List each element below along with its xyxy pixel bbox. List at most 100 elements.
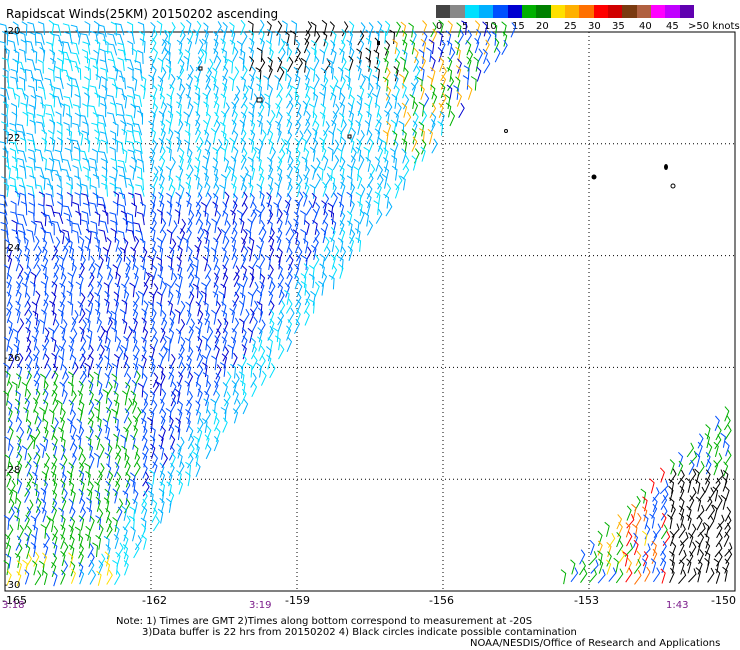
wind-barb <box>107 309 113 325</box>
wind-barb <box>14 190 21 206</box>
wind-barb <box>303 118 311 134</box>
wind-barb <box>115 247 123 263</box>
wind-barb <box>94 292 101 307</box>
wind-barb <box>109 102 117 116</box>
wind-barb <box>167 265 174 281</box>
wind-barb <box>176 101 182 117</box>
wind-barb <box>233 399 241 415</box>
wind-barb <box>52 417 59 433</box>
wind-barb <box>240 354 247 370</box>
wind-barb <box>255 264 262 280</box>
wind-barb <box>276 166 283 182</box>
wind-barb <box>193 29 199 45</box>
wind-barb <box>44 353 50 369</box>
wind-barb <box>245 228 252 244</box>
wind-barb <box>94 489 101 505</box>
wind-barb <box>230 209 236 225</box>
wind-barb <box>697 433 704 449</box>
wind-barb <box>17 426 25 442</box>
wind-barb <box>501 21 507 37</box>
wind-barb <box>312 227 320 243</box>
wind-barb <box>446 67 453 82</box>
wind-barb <box>60 168 71 181</box>
wind-barb <box>311 192 317 209</box>
wind-barb <box>266 120 272 136</box>
wind-barb <box>157 364 164 380</box>
wind-barb <box>202 372 209 387</box>
wind-barb <box>57 137 63 152</box>
wind-barb <box>161 38 167 55</box>
wind-barb <box>324 246 331 262</box>
wind-barb <box>72 442 78 458</box>
wind-barb <box>118 75 126 90</box>
wind-barb <box>17 263 24 279</box>
island <box>670 183 676 189</box>
wind-barb <box>134 67 143 81</box>
wind-barb <box>109 130 117 145</box>
wind-barb <box>242 398 249 415</box>
wind-barb <box>106 94 117 108</box>
wind-barb <box>52 23 62 36</box>
wind-barb <box>9 184 19 198</box>
wind-barb <box>159 93 165 109</box>
wind-barb <box>204 408 211 424</box>
wind-barb <box>455 76 461 92</box>
wind-barb <box>321 129 328 146</box>
wind-barb <box>220 146 227 162</box>
wind-barb <box>174 209 181 224</box>
wind-barb <box>366 173 374 189</box>
wind-barb <box>18 48 27 63</box>
wind-barb <box>447 20 453 36</box>
wind-barb <box>292 229 299 245</box>
wind-barb <box>58 355 64 371</box>
wind-barb <box>87 105 98 118</box>
wind-barb <box>716 495 723 511</box>
wind-barb <box>142 463 148 479</box>
wind-barb <box>3 182 10 197</box>
wind-barb <box>187 434 195 450</box>
wind-barb <box>151 247 157 263</box>
wind-barb <box>685 477 692 493</box>
wind-barb <box>625 522 631 538</box>
wind-barb <box>133 93 143 107</box>
wind-barb <box>116 253 123 270</box>
wind-barb <box>359 183 366 200</box>
wind-barb <box>626 531 633 547</box>
wind-barb <box>123 353 129 369</box>
wind-barb <box>188 291 195 307</box>
wind-barb <box>287 163 293 179</box>
wind-barb <box>205 111 211 128</box>
wind-barb <box>60 550 66 567</box>
wind-barb <box>17 157 26 171</box>
wind-barb <box>125 398 133 414</box>
wind-barb <box>113 33 124 46</box>
wind-barb <box>219 362 226 377</box>
wind-barb <box>21 381 28 397</box>
wind-barb <box>268 281 276 297</box>
wind-barb <box>331 48 337 64</box>
wind-barb <box>427 128 433 144</box>
wind-barb <box>724 449 732 465</box>
wind-barb <box>686 514 692 530</box>
wind-barb <box>122 544 129 560</box>
wind-barb <box>643 514 649 530</box>
wind-barb <box>249 56 255 72</box>
wind-barb <box>385 85 392 101</box>
wind-barb <box>184 120 191 136</box>
wind-barb <box>79 569 85 585</box>
wind-barb <box>33 363 40 379</box>
wind-barb <box>141 346 147 362</box>
wind-barb <box>661 512 667 529</box>
wind-barb <box>112 200 119 216</box>
wind-barb <box>606 559 612 575</box>
wind-barb <box>68 245 75 261</box>
wind-barb <box>169 353 176 370</box>
wind-barb <box>215 427 221 443</box>
wind-barb <box>312 254 320 270</box>
wind-barb <box>147 301 154 316</box>
wind-barb <box>106 264 112 280</box>
wind-barb <box>2 155 10 170</box>
wind-barb <box>126 122 134 137</box>
wind-barb <box>273 202 280 217</box>
wind-barb <box>255 76 262 92</box>
